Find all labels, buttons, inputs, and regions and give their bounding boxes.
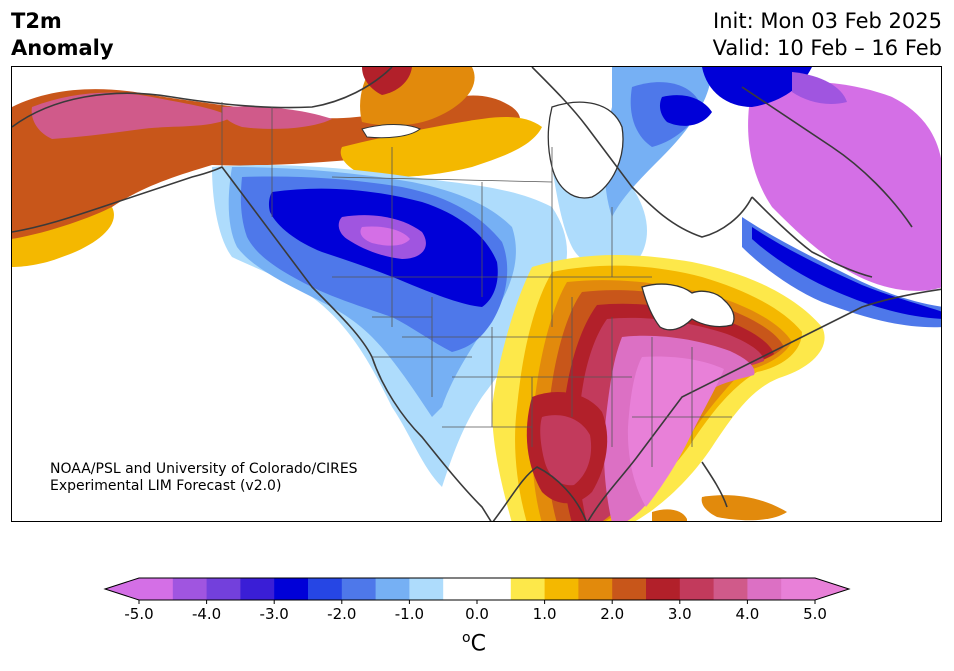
colorbar-bin	[747, 578, 782, 600]
colorbar-tick-label: -3.0	[260, 605, 289, 623]
hudson-cold-core	[659, 95, 712, 126]
labrador-cold	[752, 227, 941, 319]
colorbar-tick-label: 2.0	[600, 605, 624, 623]
colorbar-ticks: -5.0 -4.0 -3.0 -2.0 -1.0 0.0 1.0 2.0 3.0 4.0 5.0	[124, 600, 827, 623]
forecast-dates: Init: Mon 03 Feb 2025 Valid: 10 Feb – 16…	[713, 8, 942, 62]
colorbar-bins	[103, 577, 851, 601]
colorbar-tick-label: -2.0	[327, 605, 356, 623]
colorbar-tick-label: 0.0	[465, 605, 489, 623]
yukon-warm	[340, 117, 542, 177]
greenland-warm	[748, 81, 941, 291]
unit-degree: o	[462, 630, 471, 646]
colorbar-bin	[544, 578, 579, 600]
init-date: Init: Mon 03 Feb 2025	[713, 9, 942, 33]
colorbar-unit: oC	[462, 630, 486, 656]
map-panel: NOAA/PSL and University of Colorado/CIRE…	[11, 66, 942, 522]
map-title: T2m Anomaly	[11, 8, 114, 62]
alaska-hot-core-2	[221, 106, 332, 129]
colorbar-tick-label: -5.0	[124, 605, 153, 623]
colorbar-bin	[578, 578, 613, 600]
colorbar-low-extend	[105, 578, 139, 600]
yukon-red	[362, 67, 412, 95]
texas-hot-core	[540, 415, 592, 486]
great-bear-lake	[361, 124, 421, 139]
title-anomaly: Anomaly	[11, 36, 114, 60]
colorbar-bin	[172, 578, 208, 600]
political-borders	[221, 102, 732, 467]
alaska-hot-core	[31, 92, 232, 139]
valid-range: Valid: 10 Feb – 16 Feb	[712, 36, 942, 60]
colorbar-bin	[240, 578, 275, 600]
colorbar-bin	[646, 578, 681, 600]
colorbar-bin	[274, 578, 309, 600]
hudson-bay	[547, 101, 624, 199]
colorbar-tick-label: 1.0	[533, 605, 557, 623]
title-variable: T2m	[11, 9, 62, 33]
nw-cold-center-2	[360, 226, 410, 246]
colorbar-tick-label: -1.0	[395, 605, 424, 623]
cuba-warm	[701, 495, 787, 521]
credit-line-2: Experimental LIM Forecast (v2.0)	[50, 478, 282, 494]
colorbar-bin	[443, 578, 478, 600]
colorbar-bin	[375, 578, 410, 600]
colorbar-tick-label: 4.0	[735, 605, 759, 623]
yucatan-warm	[652, 509, 687, 521]
colorbar-bin	[612, 578, 647, 600]
colorbar-tick-label: 3.0	[668, 605, 692, 623]
unit-celsius: C	[470, 631, 486, 657]
baffin-cold	[702, 67, 812, 107]
map-credit: NOAA/PSL and University of Colorado/CIRE…	[50, 461, 358, 495]
colorbar-bin	[341, 578, 377, 600]
colorbar-bin	[713, 578, 748, 600]
great-lakes	[641, 283, 735, 331]
colorbar-bin	[206, 578, 241, 600]
colorbar-bin	[409, 578, 444, 600]
colorbar-bin	[308, 578, 343, 600]
colorbar-bin	[781, 578, 816, 600]
anomaly-map	[12, 67, 941, 521]
colorbar-high-extend	[815, 578, 849, 600]
colorbar-tick-label: -4.0	[192, 605, 221, 623]
colorbar-bin	[510, 578, 546, 600]
colorbar-tick-label: 5.0	[803, 605, 827, 623]
colorbar-bin	[679, 578, 715, 600]
baffin-purple	[792, 72, 847, 104]
colorbar: -5.0 -4.0 -3.0 -2.0 -1.0 0.0 1.0 2.0 3.0 4.0 5.0	[103, 577, 851, 623]
colorbar-bin	[477, 578, 512, 600]
colorbar-bin	[139, 578, 174, 600]
alaska-yellow-edge	[12, 207, 114, 267]
credit-line-1: NOAA/PSL and University of Colorado/CIRE…	[50, 461, 358, 477]
